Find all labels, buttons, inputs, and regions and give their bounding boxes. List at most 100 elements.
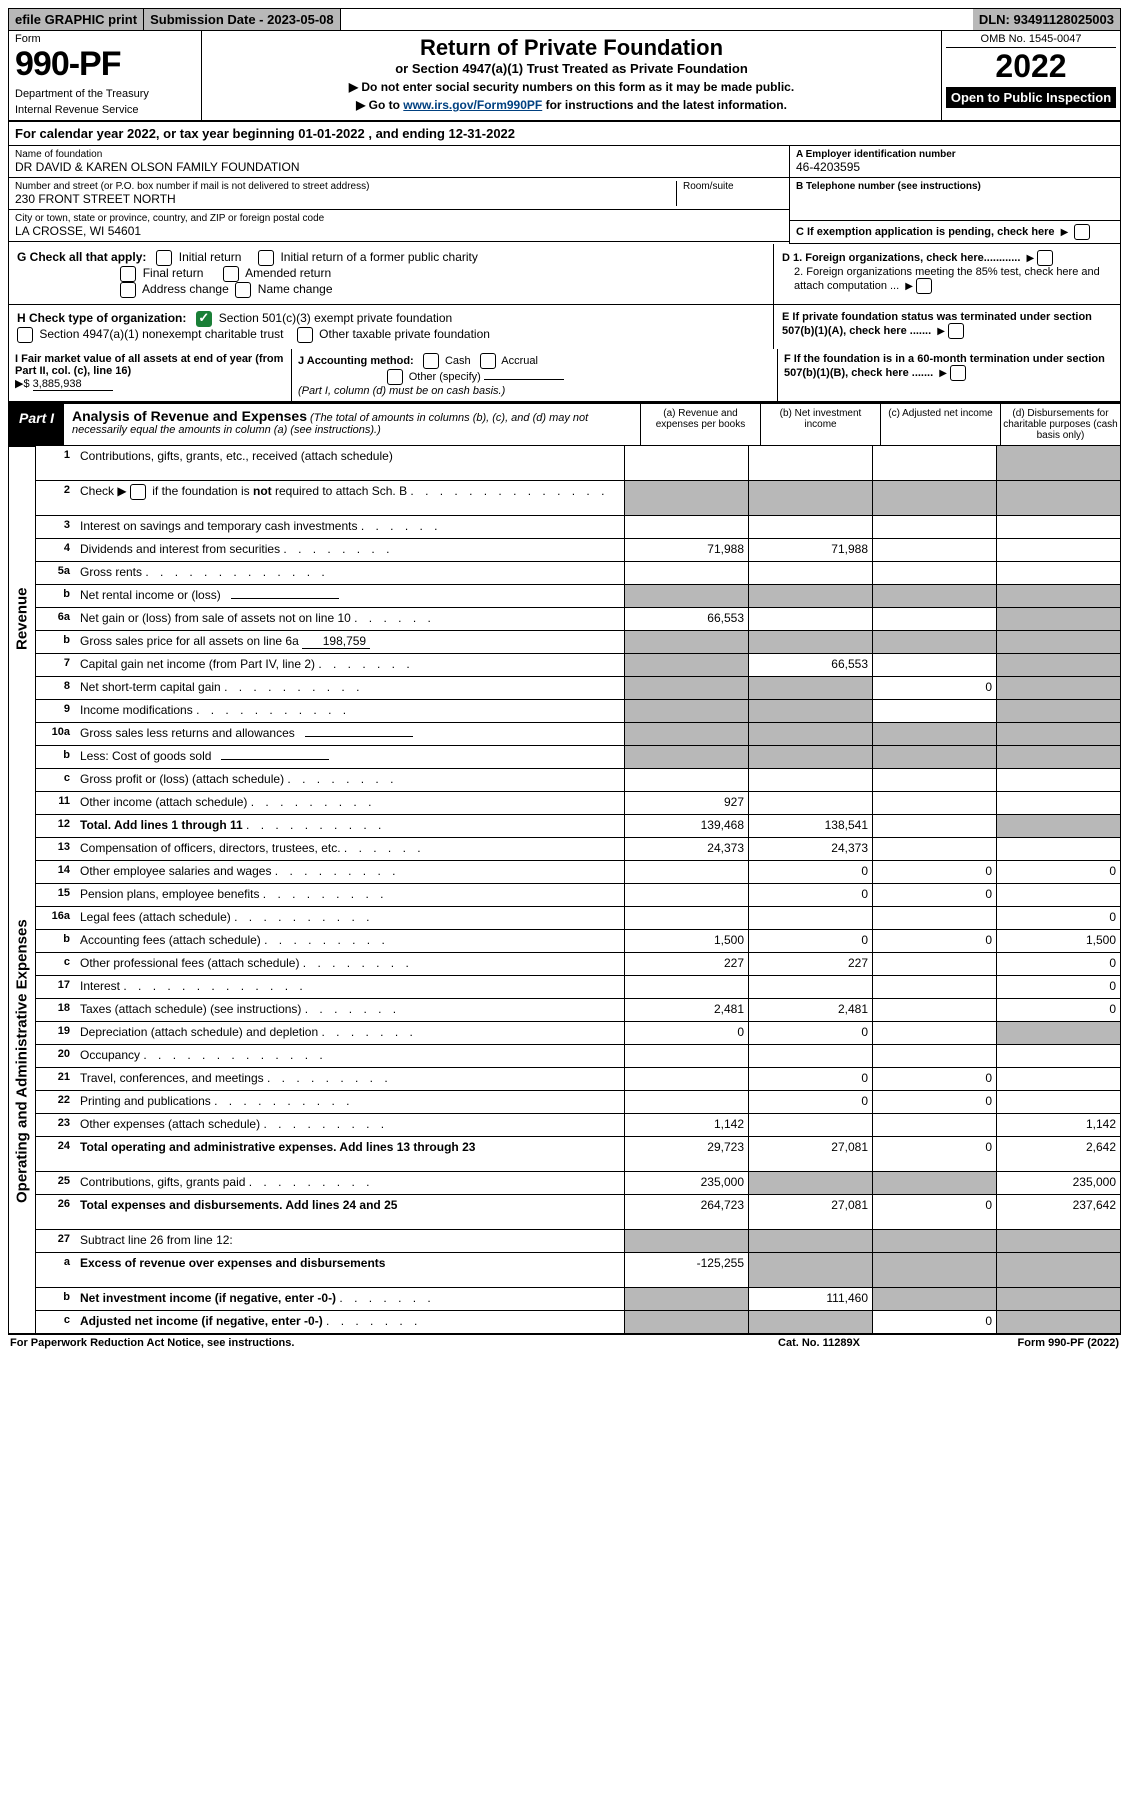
dln: DLN: 93491128025003 bbox=[973, 9, 1120, 30]
cell-c bbox=[872, 976, 996, 998]
row-num: b bbox=[36, 631, 76, 653]
row-num: 4 bbox=[36, 539, 76, 561]
cell-b bbox=[748, 1311, 872, 1333]
row-num: 7 bbox=[36, 654, 76, 676]
cell-b: 0 bbox=[748, 930, 872, 952]
g-initial-return-checkbox[interactable] bbox=[156, 250, 172, 266]
cell-a: 227 bbox=[624, 953, 748, 975]
cell-a: 264,723 bbox=[624, 1195, 748, 1229]
row-num: 5a bbox=[36, 562, 76, 584]
table-row: 22Printing and publications . . . . . . … bbox=[36, 1091, 1120, 1114]
topbar-spacer bbox=[341, 9, 973, 30]
cell-d bbox=[996, 1091, 1120, 1113]
open-to-public: Open to Public Inspection bbox=[946, 87, 1116, 108]
dept-treasury: Department of the Treasury bbox=[15, 88, 195, 100]
cell-b: 2,481 bbox=[748, 999, 872, 1021]
part1-tag: Part I bbox=[9, 404, 64, 445]
d2-checkbox[interactable] bbox=[916, 278, 932, 294]
cell-c bbox=[872, 1230, 996, 1252]
cell-d bbox=[996, 1311, 1120, 1333]
j-cash-checkbox[interactable] bbox=[423, 353, 439, 369]
table-row: 2Check ▶ if the foundation is not requir… bbox=[36, 481, 1120, 516]
form-title: Return of Private Foundation bbox=[212, 35, 931, 61]
row-num: b bbox=[36, 1288, 76, 1310]
f-checkbox[interactable] bbox=[950, 365, 966, 381]
table-row: 17Interest . . . . . . . . . . . . . 0 bbox=[36, 976, 1120, 999]
cell-d bbox=[996, 746, 1120, 768]
j-accrual-checkbox[interactable] bbox=[480, 353, 496, 369]
cell-b: 0 bbox=[748, 861, 872, 883]
cell-a: 139,468 bbox=[624, 815, 748, 837]
cell-c bbox=[872, 907, 996, 929]
form-number: 990-PF bbox=[15, 45, 195, 84]
cell-a: 2,481 bbox=[624, 999, 748, 1021]
d1-checkbox[interactable] bbox=[1037, 250, 1053, 266]
g-amended-checkbox[interactable] bbox=[223, 266, 239, 282]
cell-d bbox=[996, 769, 1120, 791]
phone-cell: B Telephone number (see instructions) bbox=[790, 178, 1120, 221]
cell-c bbox=[872, 562, 996, 584]
row-desc: Other expenses (attach schedule) . . . .… bbox=[76, 1114, 624, 1136]
j-other-checkbox[interactable] bbox=[387, 369, 403, 385]
g-opt-initial-former: Initial return of a former public charit… bbox=[280, 250, 477, 264]
irs-link[interactable]: www.irs.gov/Form990PF bbox=[403, 98, 542, 112]
dept-irs: Internal Revenue Service bbox=[15, 104, 195, 116]
table-rows: 1Contributions, gifts, grants, etc., rec… bbox=[36, 446, 1120, 1333]
cell-b bbox=[748, 1253, 872, 1287]
cell-b bbox=[748, 1172, 872, 1194]
table-row: 13Compensation of officers, directors, t… bbox=[36, 838, 1120, 861]
g-address-change-checkbox[interactable] bbox=[120, 282, 136, 298]
cal-end: 12-31-2022 bbox=[449, 126, 516, 141]
efile-label: efile GRAPHIC print bbox=[9, 9, 144, 30]
c-checkbox[interactable] bbox=[1074, 224, 1090, 240]
g-final-return-checkbox[interactable] bbox=[120, 266, 136, 282]
h-other-checkbox[interactable] bbox=[297, 327, 313, 343]
phone-label: B Telephone number (see instructions) bbox=[796, 181, 1114, 192]
g-d-row: G Check all that apply: Initial return I… bbox=[8, 244, 1121, 304]
row-desc: Net gain or (loss) from sale of assets n… bbox=[76, 608, 624, 630]
cell-b: 66,553 bbox=[748, 654, 872, 676]
r2-checkbox[interactable] bbox=[130, 484, 146, 500]
d1-label: D 1. Foreign organizations, check here..… bbox=[782, 252, 1020, 264]
cell-a: 0 bbox=[624, 1022, 748, 1044]
cell-b: 0 bbox=[748, 1068, 872, 1090]
cal-pre: For calendar year 2022, or tax year begi… bbox=[15, 126, 298, 141]
g-name-change-checkbox[interactable] bbox=[235, 282, 251, 298]
i-block: I Fair market value of all assets at end… bbox=[9, 349, 292, 401]
h-501c3-checkbox[interactable] bbox=[196, 311, 212, 327]
cell-b: 24,373 bbox=[748, 838, 872, 860]
g-opt-initial: Initial return bbox=[179, 250, 242, 264]
cell-c bbox=[872, 1253, 996, 1287]
cell-a bbox=[624, 976, 748, 998]
cell-a bbox=[624, 1091, 748, 1113]
row-num: 25 bbox=[36, 1172, 76, 1194]
cell-a bbox=[624, 884, 748, 906]
row-desc: Interest on savings and temporary cash i… bbox=[76, 516, 624, 538]
cell-c: 0 bbox=[872, 677, 996, 699]
cell-b bbox=[748, 792, 872, 814]
cell-a bbox=[624, 631, 748, 653]
g-initial-former-checkbox[interactable] bbox=[258, 250, 274, 266]
row-num: 22 bbox=[36, 1091, 76, 1113]
h-4947-checkbox[interactable] bbox=[17, 327, 33, 343]
cell-d bbox=[996, 1068, 1120, 1090]
foundation-name-label: Name of foundation bbox=[15, 149, 783, 160]
e-checkbox[interactable] bbox=[948, 323, 964, 339]
row-num: 12 bbox=[36, 815, 76, 837]
row-num: c bbox=[36, 769, 76, 791]
cell-b bbox=[748, 608, 872, 630]
table-row: 12Total. Add lines 1 through 11 . . . . … bbox=[36, 815, 1120, 838]
table-row: bAccounting fees (attach schedule) . . .… bbox=[36, 930, 1120, 953]
arrow-icon bbox=[1023, 252, 1037, 264]
cell-a: 1,142 bbox=[624, 1114, 748, 1136]
arrow-icon bbox=[902, 280, 916, 292]
row-desc: Travel, conferences, and meetings . . . … bbox=[76, 1068, 624, 1090]
cell-b bbox=[748, 976, 872, 998]
cell-b bbox=[748, 562, 872, 584]
j-block: J Accounting method: Cash Accrual Other … bbox=[292, 349, 778, 401]
cal-mid: , and ending bbox=[365, 126, 449, 141]
city-label: City or town, state or province, country… bbox=[15, 213, 783, 224]
row-desc: Excess of revenue over expenses and disb… bbox=[76, 1253, 624, 1287]
ein-cell: A Employer identification number 46-4203… bbox=[790, 146, 1120, 178]
g-opt-amended: Amended return bbox=[245, 266, 331, 280]
